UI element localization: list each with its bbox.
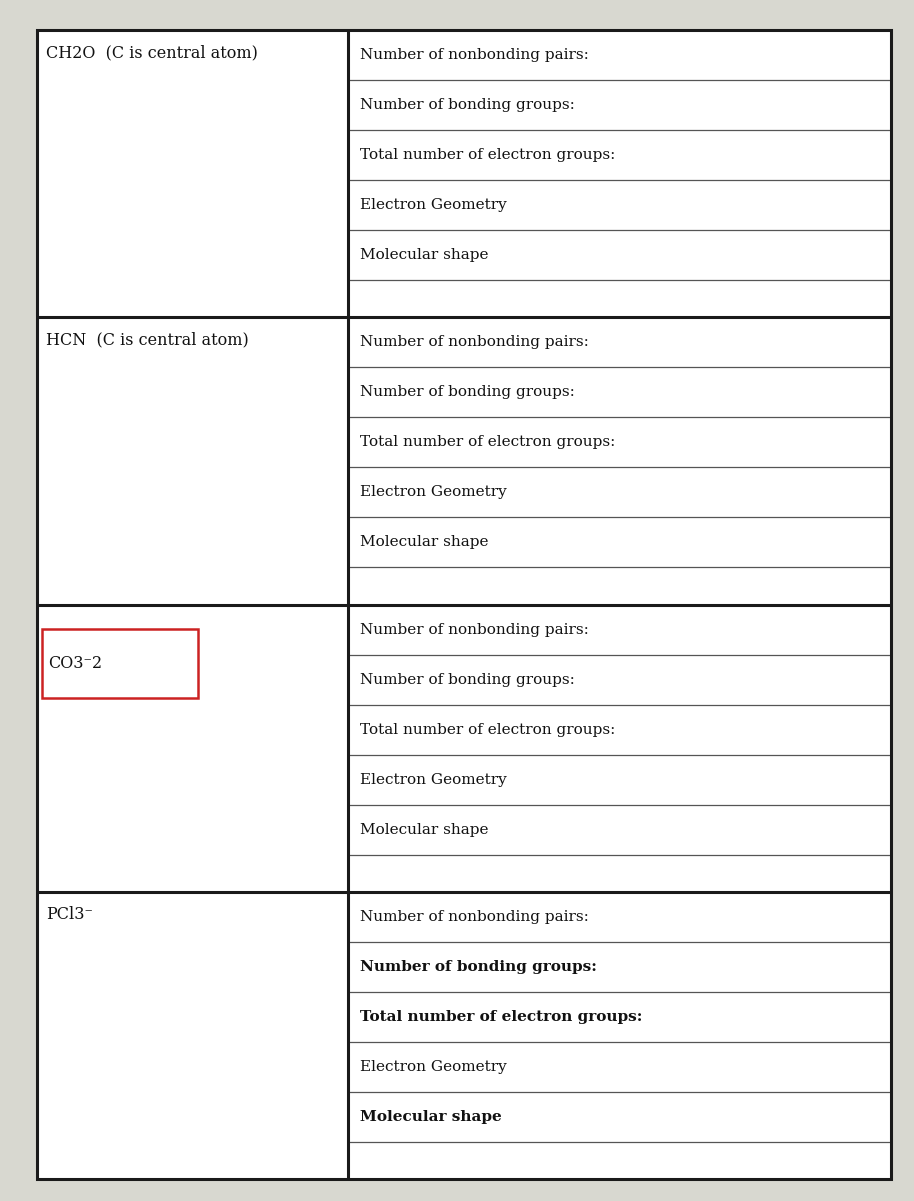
Text: Number of nonbonding pairs:: Number of nonbonding pairs: — [360, 910, 590, 924]
Text: Number of nonbonding pairs:: Number of nonbonding pairs: — [360, 48, 590, 62]
Text: Total number of electron groups:: Total number of electron groups: — [360, 1010, 643, 1024]
Text: Total number of electron groups:: Total number of electron groups: — [360, 148, 616, 162]
Text: Number of bonding groups:: Number of bonding groups: — [360, 98, 575, 112]
Text: Molecular shape: Molecular shape — [360, 823, 489, 837]
Text: Number of bonding groups:: Number of bonding groups: — [360, 960, 597, 974]
Text: Number of nonbonding pairs:: Number of nonbonding pairs: — [360, 622, 590, 637]
Text: Electron Geometry: Electron Geometry — [360, 198, 507, 213]
Text: PCl3⁻: PCl3⁻ — [46, 907, 92, 924]
Text: Number of bonding groups:: Number of bonding groups: — [360, 673, 575, 687]
Text: HCN  (C is central atom): HCN (C is central atom) — [46, 331, 249, 348]
Text: Molecular shape: Molecular shape — [360, 536, 489, 549]
Text: Number of nonbonding pairs:: Number of nonbonding pairs: — [360, 335, 590, 349]
Text: Electron Geometry: Electron Geometry — [360, 485, 507, 500]
Text: Electron Geometry: Electron Geometry — [360, 772, 507, 787]
Text: Total number of electron groups:: Total number of electron groups: — [360, 723, 616, 736]
Bar — [42, 629, 198, 699]
Text: Molecular shape: Molecular shape — [360, 1110, 502, 1124]
Text: CO3⁻2: CO3⁻2 — [48, 655, 102, 673]
Text: CH2O  (C is central atom): CH2O (C is central atom) — [46, 44, 258, 61]
Text: Number of bonding groups:: Number of bonding groups: — [360, 386, 575, 400]
Text: Electron Geometry: Electron Geometry — [360, 1060, 507, 1074]
Text: Total number of electron groups:: Total number of electron groups: — [360, 435, 616, 449]
Text: Molecular shape: Molecular shape — [360, 249, 489, 262]
